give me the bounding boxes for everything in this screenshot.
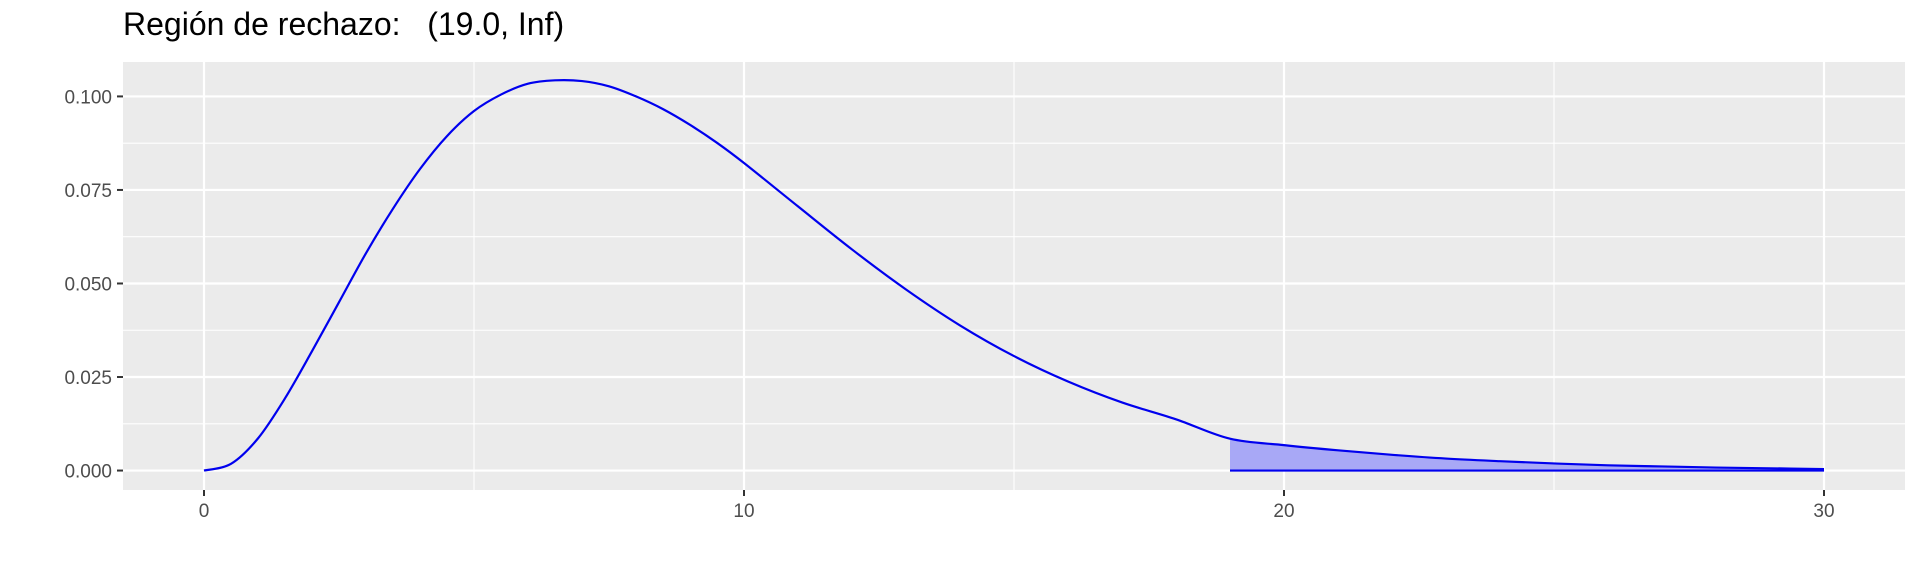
y-tick-label: 0.075 <box>64 181 112 202</box>
x-tick-label: 20 <box>1273 501 1294 522</box>
y-tick-label: 0.050 <box>64 274 112 295</box>
x-tick-label: 30 <box>1813 501 1834 522</box>
y-tick-label: 0.025 <box>64 368 112 389</box>
line-layer <box>203 79 1825 472</box>
grid-layer <box>123 62 1905 490</box>
x-tick-label: 0 <box>199 501 210 522</box>
x-tick-label: 10 <box>733 501 754 522</box>
y-tick-label: 0.100 <box>64 87 112 108</box>
area-layer <box>1230 438 1824 472</box>
y-tick-label: 0.000 <box>64 462 112 483</box>
rejection-region-area <box>1230 438 1824 471</box>
density-curve <box>203 79 1825 472</box>
axes-layer: 0 10 20 30 0.000 0.025 0.050 0.075 0.100 <box>64 87 1834 522</box>
chart-title: Región de rechazo: (19.0, Inf) <box>123 6 565 42</box>
